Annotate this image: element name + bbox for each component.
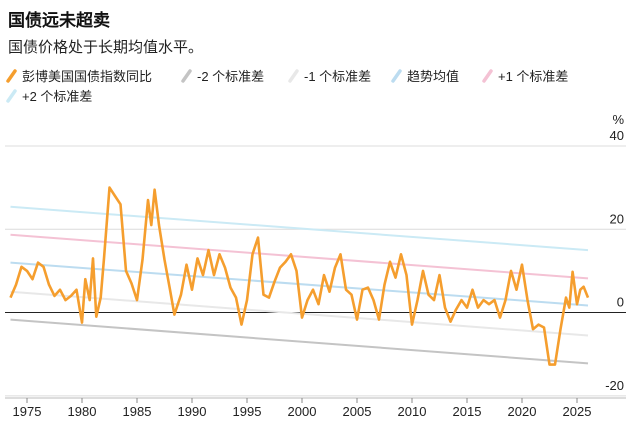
y-tick-label: 0 [617,295,624,310]
x-tick-label: 1975 [13,404,42,419]
x-tick-label: 2010 [398,404,427,419]
legend-swatch [482,69,493,83]
legend-swatch [181,69,192,83]
legend-swatch [6,69,17,83]
chart-subtitle: 国债价格处于长期均值水平。 [8,39,203,56]
y-tick-label: -20 [605,378,624,393]
band-line [10,233,589,280]
x-tick-label: 2020 [508,404,537,419]
data-line [9,186,590,366]
y-tick-label: 20 [610,211,624,226]
x-tick-label: 1995 [233,404,262,419]
legend-label: +2 个标准差 [22,89,92,104]
legend-label: -2 个标准差 [197,69,264,84]
legend-swatch [6,89,17,103]
band-line [10,290,589,337]
band-line [10,318,589,365]
band-line [10,205,589,252]
legend-label: -1 个标准差 [304,69,371,84]
legend-label: 彭博美国国债指数同比 [22,69,152,84]
x-tick-label: 2015 [453,404,482,419]
legend-label: 趋势均值 [407,69,459,84]
x-tick-label: 2025 [563,404,592,419]
y-axis-label: % [612,112,624,127]
x-tick-label: 2005 [343,404,372,419]
x-tick-label: 1985 [123,404,152,419]
x-tick-label: 1990 [178,404,207,419]
chart-title: 国债远未超卖 [8,10,110,30]
x-tick-label: 2000 [288,404,317,419]
y-tick-label: 40 [610,128,624,143]
legend-label: +1 个标准差 [498,69,568,84]
x-tick-label: 1980 [68,404,97,419]
legend-swatch [288,69,299,83]
legend-swatch [391,69,402,83]
